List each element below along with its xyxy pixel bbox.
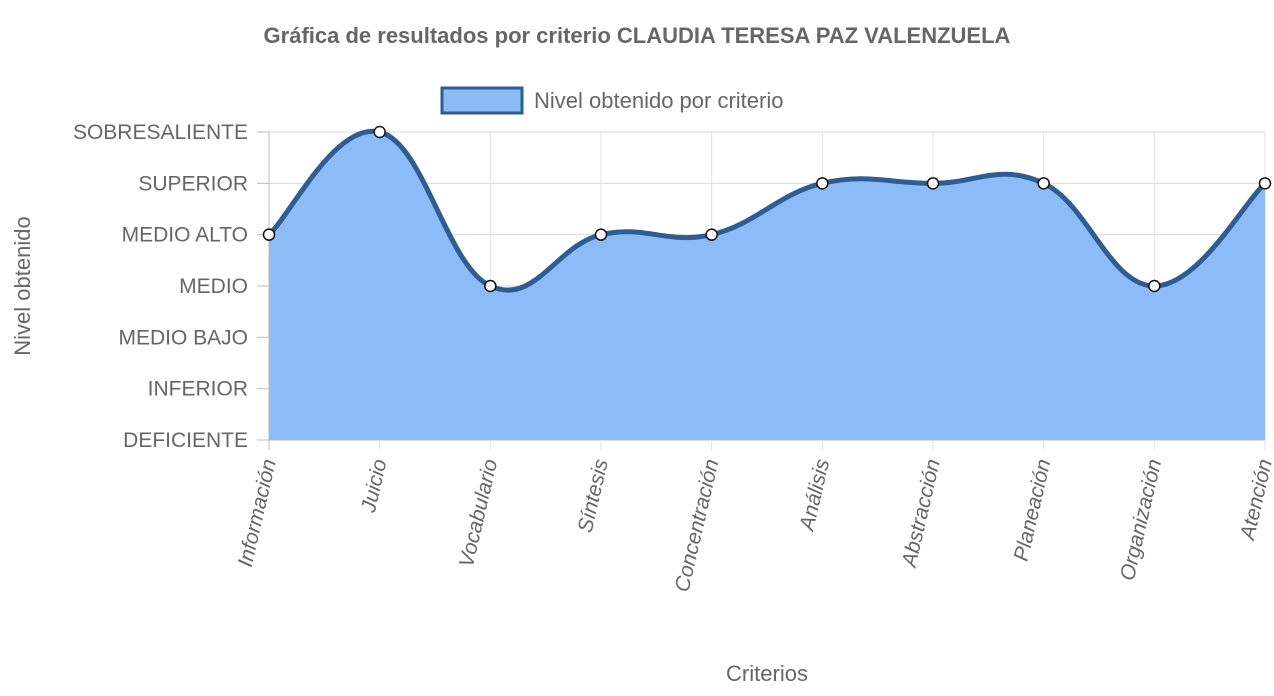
x-tick-label: Atención	[1236, 457, 1274, 544]
data-point[interactable]	[1037, 177, 1050, 190]
x-tick-label: Información	[234, 457, 281, 569]
x-axis-title: Criterios	[726, 661, 808, 686]
data-point[interactable]	[373, 125, 386, 139]
legend-swatch	[440, 86, 524, 115]
y-axis-title: Nivel obtenido	[10, 216, 35, 355]
x-tick-label: Vocabulario	[455, 457, 502, 570]
y-tick-label: MEDIO ALTO	[122, 224, 248, 247]
y-tick-label: MEDIO	[179, 275, 248, 298]
data-point[interactable]	[705, 228, 718, 241]
series-line	[267, 128, 1267, 293]
data-point[interactable]	[1148, 279, 1161, 293]
data-point[interactable]	[594, 228, 608, 241]
x-tick-label: Planeación	[1010, 457, 1056, 563]
data-point[interactable]	[484, 279, 497, 293]
y-tick-label: DEFICIENTE	[123, 429, 248, 452]
x-tick-label: Juicio	[357, 457, 392, 516]
points-layer	[262, 125, 1272, 293]
data-point[interactable]	[262, 228, 276, 241]
series-area-fill	[269, 131, 1265, 440]
legend[interactable]: Nivel obtenido por criterio	[440, 86, 783, 115]
x-axis-ticks: Información Juicio Vocabulario Síntesis Conc…	[234, 456, 1274, 594]
y-tick-label: SUPERIOR	[138, 172, 248, 195]
legend-label: Nivel obtenido por criterio	[534, 88, 783, 113]
x-tick-label: Organización	[1116, 457, 1166, 583]
x-tick-label: Síntesis	[574, 456, 613, 534]
data-point[interactable]	[816, 177, 829, 190]
x-tick-label: Abstracción	[897, 457, 945, 571]
x-tick-label: Análisis	[795, 456, 834, 534]
area-layer	[267, 128, 1267, 440]
chart-title: Gráfica de resultados por criterio CLAUD…	[264, 23, 1011, 48]
data-point[interactable]	[926, 177, 940, 190]
y-axis-ticks: DEFICIENTE INFERIOR MEDIO BAJO MEDIO MEDIO A…	[73, 121, 248, 452]
data-point[interactable]	[1258, 177, 1272, 190]
x-tick-label: Concentración	[671, 457, 724, 594]
y-tick-label: INFERIOR	[148, 378, 248, 401]
y-tick-label: SOBRESALIENTE	[73, 121, 248, 144]
y-tick-label: MEDIO BAJO	[118, 326, 248, 349]
